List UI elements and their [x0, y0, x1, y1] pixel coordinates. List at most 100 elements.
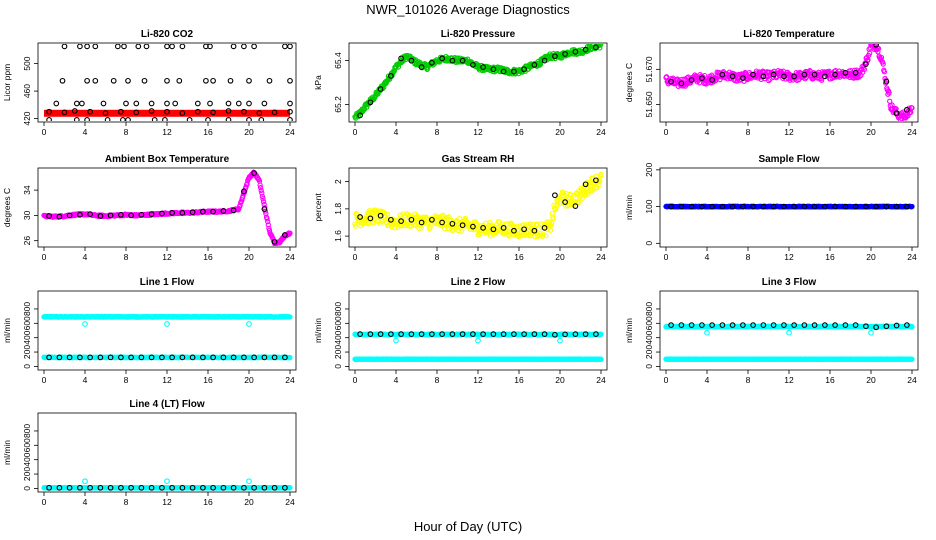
- x-tick-label: 8: [124, 127, 129, 137]
- x-tick-label: 20: [866, 375, 876, 385]
- data-point: [244, 181, 250, 187]
- data-point: [719, 203, 726, 210]
- data-point: [668, 203, 674, 210]
- y-tick-label: 600: [333, 316, 343, 330]
- data-point: [875, 49, 881, 55]
- series-layer: [41, 313, 293, 361]
- data-point: [164, 100, 170, 107]
- data-point: [256, 110, 263, 116]
- x-tick-label: 0: [664, 252, 669, 262]
- data-point: [210, 109, 216, 116]
- data-point: [287, 108, 293, 115]
- data-point: [56, 213, 63, 220]
- data-point: [194, 108, 201, 115]
- data-point: [475, 337, 481, 344]
- data-point: [852, 69, 859, 76]
- data-point: [470, 331, 476, 337]
- data-point: [225, 108, 232, 114]
- data-point: [220, 208, 227, 214]
- data-point: [842, 69, 849, 76]
- data-point: [169, 210, 175, 216]
- y-tick-label: 100: [644, 199, 654, 213]
- series-average: [46, 354, 288, 361]
- data-point: [760, 73, 767, 80]
- data-point: [143, 44, 150, 50]
- data-point: [867, 50, 873, 56]
- data-point: [883, 78, 890, 85]
- data-point: [260, 196, 266, 202]
- data-point: [46, 117, 52, 121]
- data-point: [429, 331, 435, 337]
- data-point: [357, 214, 363, 220]
- data-point: [873, 44, 879, 48]
- data-point: [832, 71, 838, 78]
- data-point: [549, 220, 555, 227]
- data-point: [432, 220, 438, 227]
- data-point: [241, 188, 247, 195]
- data-point: [852, 203, 859, 210]
- data-point: [552, 53, 558, 60]
- x-tick-label: 16: [825, 127, 835, 137]
- data-point: [257, 182, 263, 188]
- y-axis-label: ml/min: [624, 318, 634, 343]
- y-tick-label: 34: [22, 185, 32, 195]
- data-point: [553, 206, 559, 213]
- data-point: [46, 108, 52, 115]
- data-point: [71, 108, 78, 114]
- data-point: [261, 354, 268, 361]
- y-tick-label: 800: [333, 302, 343, 316]
- data-point: [480, 225, 486, 231]
- series-layer: [44, 44, 293, 121]
- data-point: [287, 44, 293, 50]
- data-point: [84, 77, 90, 84]
- data-point: [552, 192, 558, 199]
- series-layer: [352, 44, 604, 121]
- data-point: [881, 69, 888, 75]
- data-point: [100, 100, 107, 107]
- y-tick-label: 2: [333, 179, 343, 184]
- data-point: [265, 222, 271, 228]
- y-tick-label: 800: [22, 302, 32, 316]
- x-tick-label: 24: [285, 127, 295, 137]
- data-point: [470, 62, 476, 68]
- data-point: [46, 354, 52, 361]
- y-tick-label: 200: [644, 345, 654, 359]
- data-point: [427, 224, 433, 230]
- y-tick-label: 0: [644, 241, 654, 246]
- data-point: [133, 109, 140, 116]
- data-point: [352, 223, 359, 229]
- data-point: [388, 73, 394, 79]
- data-point: [593, 331, 599, 337]
- data-point: [418, 225, 424, 231]
- y-tick-label: 400: [22, 330, 32, 344]
- data-point: [531, 62, 538, 68]
- series-layer: [352, 331, 604, 363]
- data-point: [459, 331, 466, 337]
- data-point: [567, 192, 574, 198]
- data-point: [66, 354, 73, 361]
- data-point: [125, 77, 131, 84]
- series-layer: [352, 171, 604, 240]
- x-tick-label: 12: [162, 252, 172, 262]
- data-point: [271, 354, 278, 361]
- x-tick-label: 16: [514, 252, 524, 262]
- data-point: [114, 44, 121, 50]
- x-tick-label: 12: [162, 127, 172, 137]
- data-point: [480, 64, 486, 70]
- x-tick-label: 0: [664, 127, 669, 137]
- data-point: [842, 203, 849, 210]
- data-point: [258, 117, 265, 121]
- data-point: [791, 203, 797, 210]
- data-point: [205, 117, 211, 121]
- x-tick-label: 16: [203, 375, 213, 385]
- data-point: [832, 203, 838, 210]
- data-point: [527, 233, 534, 239]
- data-point: [61, 109, 68, 116]
- data-point: [135, 44, 142, 50]
- data-point: [500, 225, 507, 231]
- y-tick-label: 0: [333, 364, 343, 369]
- chart-title: Ambient Box Temperature: [105, 154, 230, 165]
- data-point: [543, 232, 549, 239]
